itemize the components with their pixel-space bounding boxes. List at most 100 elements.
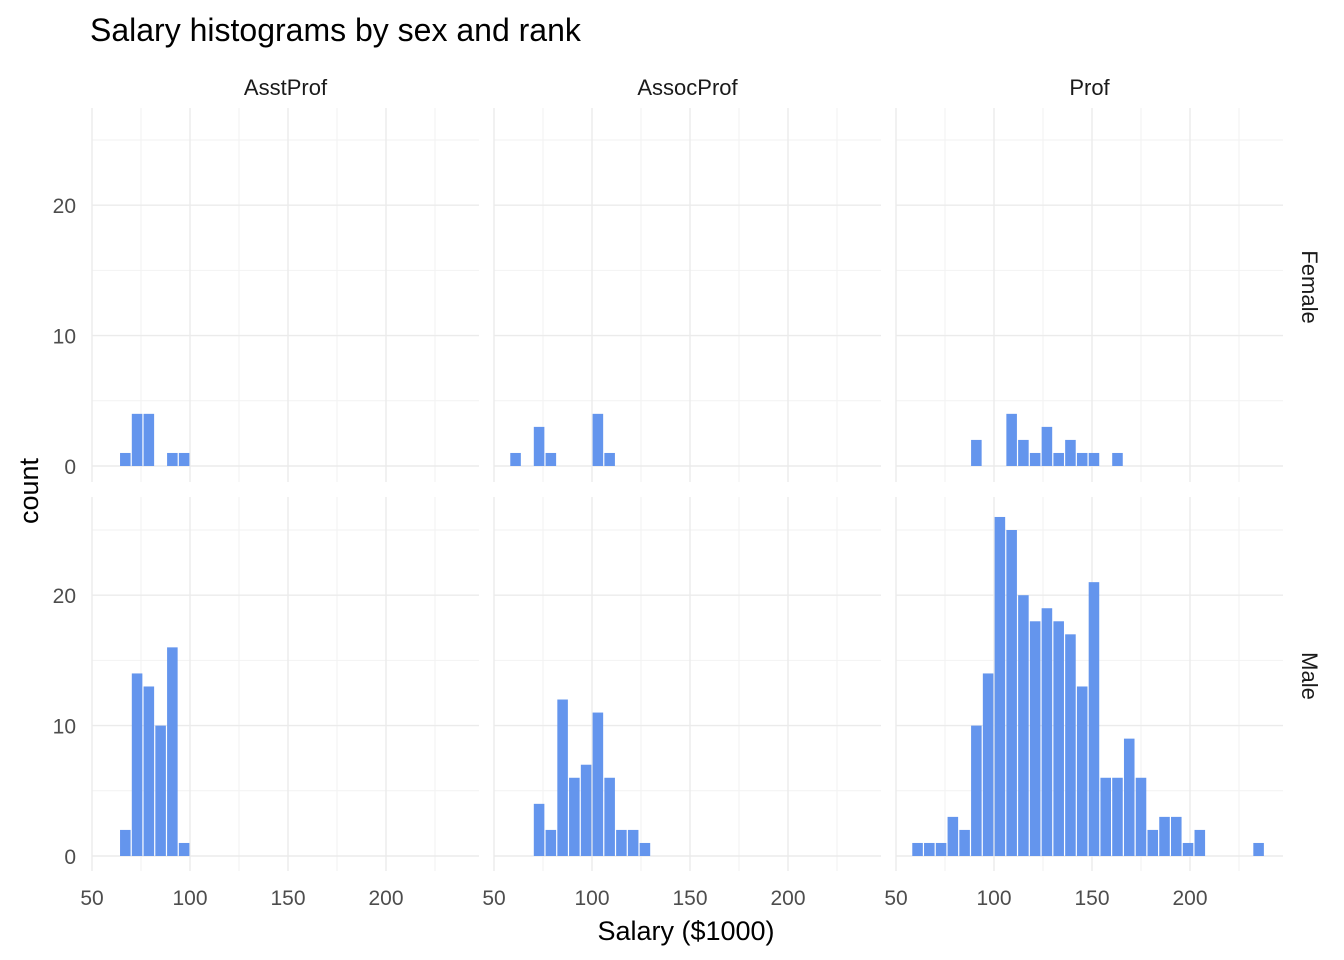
histogram-bar	[1065, 634, 1076, 856]
histogram-bar	[1041, 608, 1053, 856]
histogram-bar	[557, 699, 568, 856]
histogram-bar	[1253, 842, 1264, 856]
histogram-bar	[1100, 777, 1111, 856]
histogram-bar	[924, 842, 935, 856]
chart-title: Salary histograms by sex and rank	[90, 12, 582, 48]
histogram-bar	[1159, 816, 1170, 856]
histogram-bar	[592, 413, 604, 466]
histogram-bar	[1088, 452, 1100, 466]
histogram-bar	[959, 829, 970, 856]
histogram-bar	[1076, 452, 1088, 466]
bars-prof-male	[912, 516, 1264, 856]
histogram-bar	[1088, 582, 1100, 856]
histogram-bar	[639, 842, 651, 856]
histogram-bar	[1123, 738, 1135, 856]
x-tick-label: 50	[884, 887, 907, 910]
histogram-bar	[971, 439, 982, 466]
histogram-bar	[533, 803, 545, 856]
panel-asstprof-male	[91, 497, 479, 871]
histogram-bar	[1135, 777, 1147, 856]
panel-assocprof-male	[493, 497, 881, 871]
bars-assocprof-female	[510, 413, 615, 466]
histogram-bar	[545, 829, 557, 856]
histogram-bar	[627, 829, 639, 856]
histogram-bar	[912, 842, 923, 856]
histogram-bar	[592, 712, 604, 856]
histogram-bar	[1171, 816, 1182, 856]
bars-asstprof-female	[120, 413, 190, 466]
histogram-bar	[982, 673, 994, 856]
histogram-bar	[131, 413, 143, 466]
histogram-bar	[935, 842, 947, 856]
x-tick-label: 200	[770, 887, 805, 910]
facet-strip-prof: Prof	[1069, 75, 1110, 100]
facet-strips: AsstProf AssocProf Prof Female Male	[244, 75, 1322, 700]
facet-strip-male: Male	[1297, 652, 1322, 700]
histogram-bar	[155, 725, 166, 856]
histogram-bar	[120, 829, 131, 856]
bars-asstprof-male	[120, 647, 190, 856]
histogram-bar	[1076, 686, 1088, 856]
histogram-bar	[1018, 439, 1029, 466]
histogram-bar	[1018, 595, 1029, 856]
histogram-bar	[971, 725, 982, 856]
histogram-bar	[533, 426, 545, 466]
y-tick-label: 20	[53, 585, 76, 608]
histogram-bar	[1053, 452, 1064, 466]
x-tick-label: 100	[976, 887, 1011, 910]
panel-assocprof-female	[493, 108, 881, 482]
bars-prof-female	[971, 413, 1123, 466]
x-axis-ticks: 50 100 150 200 50 100 150 200 50 100 150 200	[80, 887, 1207, 910]
x-tick-label: 100	[574, 887, 609, 910]
histogram-bar	[1006, 413, 1017, 466]
histogram-bar	[1194, 829, 1206, 856]
x-tick-label: 50	[80, 887, 103, 910]
x-tick-label: 100	[172, 887, 207, 910]
histogram-bar	[178, 842, 190, 856]
y-tick-label: 0	[64, 846, 76, 869]
histogram-bar	[580, 764, 592, 856]
histogram-bar	[604, 777, 615, 856]
histogram-bar	[1041, 426, 1053, 466]
histogram-bar	[569, 777, 580, 856]
histogram-bar	[616, 829, 627, 856]
histogram-bar	[1112, 452, 1123, 466]
x-tick-label: 150	[1074, 887, 1109, 910]
histogram-bar	[1147, 829, 1159, 856]
panel-prof-female	[895, 108, 1283, 482]
histogram-bar	[120, 452, 131, 466]
histogram-bar	[947, 816, 959, 856]
bars-assocprof-male	[533, 699, 651, 856]
histogram-bar	[167, 647, 178, 856]
histogram-bar	[1182, 842, 1194, 856]
x-tick-label: 150	[672, 887, 707, 910]
y-axis-ticks: 0 10 20 0 10 20	[53, 195, 76, 869]
histogram-bar	[143, 686, 155, 856]
histogram-bar	[143, 413, 155, 466]
y-axis-title: count	[14, 457, 44, 524]
y-tick-label: 20	[53, 195, 76, 218]
histogram-bar	[1029, 452, 1041, 466]
histogram-bar	[131, 673, 143, 856]
histogram-bar	[1029, 621, 1041, 856]
histogram-bar	[167, 452, 178, 466]
y-tick-label: 10	[53, 326, 76, 349]
facet-strip-female: Female	[1297, 250, 1322, 323]
histogram-bar	[604, 452, 615, 466]
histogram-bar	[1065, 439, 1076, 466]
histogram-bar	[1053, 621, 1064, 856]
y-tick-label: 0	[64, 456, 76, 479]
facet-strip-asstprof: AsstProf	[244, 75, 328, 100]
panel-asstprof-female	[91, 108, 479, 482]
facet-strip-assocprof: AssocProf	[637, 75, 738, 100]
x-tick-label: 50	[482, 887, 505, 910]
x-tick-label: 150	[270, 887, 305, 910]
x-tick-label: 200	[368, 887, 403, 910]
y-tick-label: 10	[53, 716, 76, 739]
x-axis-title: Salary ($1000)	[597, 916, 774, 946]
histogram-bar	[994, 516, 1006, 856]
histogram-bar	[510, 452, 521, 466]
histogram-bar	[178, 452, 190, 466]
histogram-bar	[1006, 530, 1017, 856]
